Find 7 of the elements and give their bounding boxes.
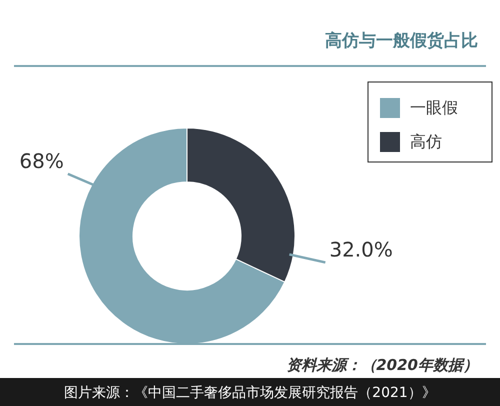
chart-title: 高仿与一般假货占比 — [325, 31, 478, 51]
legend-label: 高仿 — [410, 132, 442, 151]
text: 图片来源：《中国二手奢侈品市场发展研究报告（2021）》 — [64, 385, 436, 401]
legend-label: 一眼假 — [410, 98, 458, 117]
text: 资料来源：（2020年数据） — [286, 356, 478, 374]
data-label: 68% — [19, 148, 64, 173]
data-label: 32.0% — [329, 237, 393, 262]
